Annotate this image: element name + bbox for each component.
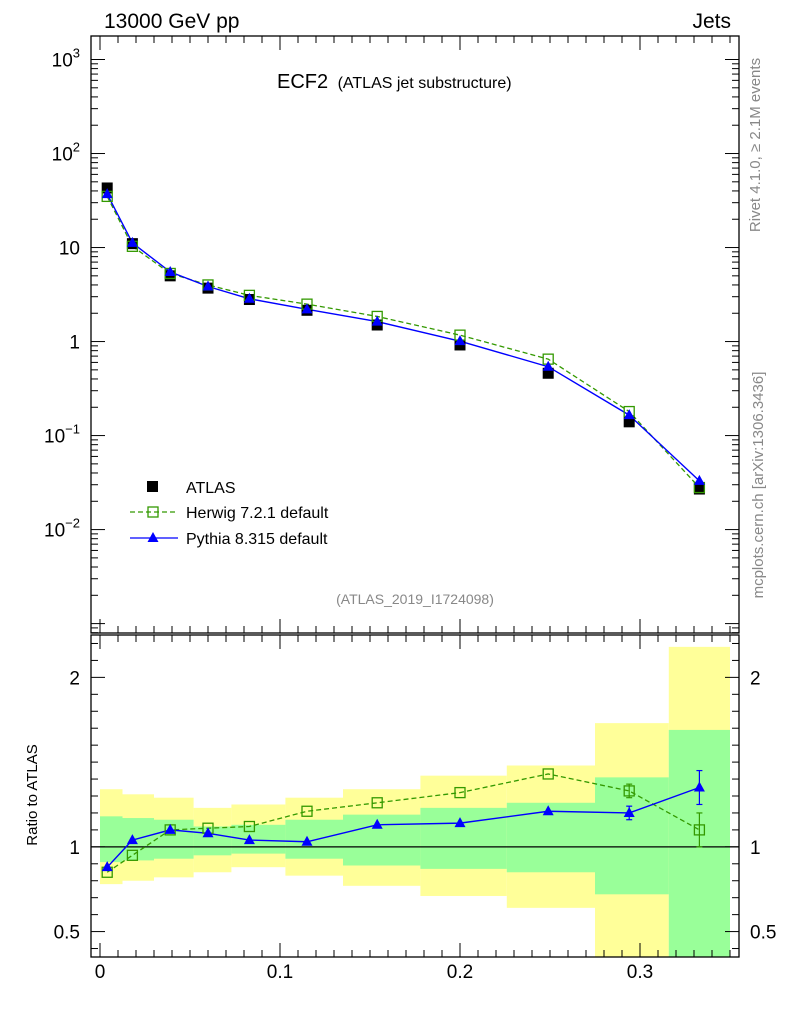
ratio-ytick-label-right-1: 1: [750, 838, 761, 859]
ratio-pythia-point-0: [101, 861, 113, 872]
legend-pythia-marker: [147, 532, 159, 542]
legend-pythia-label: Pythia 8.315 default: [186, 531, 328, 548]
ratio-pythia-point-9: [623, 806, 635, 817]
main-pythia-point-4: [243, 292, 255, 303]
ratio-pythia-point-3: [202, 827, 214, 838]
main-ytick-exponent: 3: [73, 46, 80, 61]
ratio-pythia-point-10: [693, 781, 705, 792]
main-ytick-base: 10: [44, 521, 65, 542]
plot-title-sub: (ATLAS jet substructure): [338, 75, 512, 92]
legend-herwig-marker: [147, 506, 159, 518]
ratio-herwig-point-9: [623, 785, 635, 797]
ratio-green-band-5: [285, 819, 343, 859]
plot-title: ECF2 (ATLAS jet substructure): [277, 71, 512, 93]
main-ytick-label-3: 1: [69, 333, 80, 354]
ratio-green-band-9: [595, 777, 669, 895]
ratio-green-band-4: [231, 824, 286, 854]
main-ytick-base: 10: [52, 145, 73, 166]
main-pythia-point-8: [542, 360, 554, 371]
ratio-ytick-label-left-2: 2: [69, 668, 80, 689]
main-ytick-label-0: 103: [52, 46, 80, 72]
xtick-label-2: 0.2: [447, 962, 473, 983]
main-ytick-base: 10: [44, 427, 65, 448]
main-pythia-point-0: [101, 188, 113, 199]
header-energy: 13000 GeV pp: [104, 10, 239, 33]
legend-herwig-label: Herwig 7.2.1 default: [186, 505, 329, 522]
analysis-id: (ATLAS_2019_I1724098): [336, 591, 494, 607]
ratio-pythia-point-8: [542, 805, 554, 816]
ratio-herwig-point-1: [126, 849, 139, 861]
ratio-green-band-6: [343, 814, 421, 866]
main-ytick-label-2: 10: [59, 239, 80, 260]
ratio-bands-layer: [91, 646, 739, 957]
ratio-ytick-label-left-0: 0.5: [54, 923, 80, 944]
main-ytick-label-1: 102: [52, 140, 80, 166]
main-pythia-point-5: [301, 303, 313, 314]
main-pythia-point-3: [202, 280, 214, 291]
main-ytick-exponent: 2: [73, 140, 80, 155]
header-process: Jets: [692, 10, 731, 33]
main-ytick-label-5: 10−2: [44, 516, 80, 542]
ratio-herwig-point-5: [301, 805, 313, 817]
xtick-label-0: 0: [95, 962, 106, 983]
xtick-label-3: 0.3: [627, 962, 653, 983]
main-pythia-point-10: [693, 474, 705, 485]
xtick-label-1: 0.1: [267, 962, 293, 983]
ratio-ytick-label-right-2: 2: [750, 668, 761, 689]
main-herwig-line: [106, 196, 700, 488]
ratio-ytick-label-left-1: 1: [69, 838, 80, 859]
ratio-pythia-point-4: [243, 834, 255, 845]
main-series-layer: [101, 182, 706, 495]
ratio-pythia-point-2: [164, 823, 176, 834]
main-atlas-point-10: [693, 483, 705, 495]
ratio-axis-label: Ratio to ATLAS: [24, 744, 41, 845]
main-ytick-exponent: −2: [65, 516, 80, 531]
ratio-pythia-point-5: [301, 835, 313, 846]
ratio-green-band-2: [154, 819, 194, 859]
main-pythia-point-7: [454, 335, 466, 346]
ratio-herwig-point-8: [542, 768, 554, 780]
main-pythia-point-1: [126, 236, 138, 247]
main-pythia-point-2: [164, 265, 176, 276]
main-atlas-point-9: [623, 416, 635, 428]
legend: ATLAS Herwig 7.2.1 default Pythia 8.315 …: [130, 480, 329, 548]
ratio-herwig-point-10: [693, 824, 706, 836]
main-panel-frame: [90, 35, 740, 634]
ratio-pythia-point-6: [371, 818, 383, 829]
ratio-herwig-line: [106, 773, 700, 873]
legend-atlas-label: ATLAS: [186, 480, 236, 497]
legend-atlas-marker: [147, 481, 158, 492]
ratio-herwig-point-4: [243, 820, 256, 833]
main-pythia-line: [106, 193, 700, 482]
main-pythia-point-6: [371, 315, 383, 326]
main-ytick-exponent: −1: [65, 422, 80, 437]
side-events-label: Rivet 4.1.0, ≥ 2.1M events: [747, 58, 764, 232]
ratio-green-band-7: [420, 807, 507, 869]
main-ytick-base: 10: [52, 51, 73, 72]
ratio-pythia-point-1: [126, 834, 138, 845]
main-atlas-point-0: [101, 182, 113, 194]
side-site-label: mcplots.cern.ch [arXiv:1306.3436]: [750, 372, 767, 599]
main-ytick-base: 10: [59, 239, 80, 260]
ratio-ticks-layer: 0 0.1 0.2 0.3 0.5 0.5 1 1 2 2: [54, 36, 776, 983]
main-ytick-label-4: 10−1: [44, 422, 80, 448]
main-pythia-point-9: [623, 409, 635, 420]
ratio-herwig-point-6: [371, 797, 383, 809]
plot-title-main: ECF2: [277, 71, 328, 93]
ratio-ytick-label-right-0: 0.5: [750, 923, 776, 944]
main-ytick-base: 1: [69, 333, 80, 354]
ratio-herwig-point-7: [454, 786, 466, 799]
ratio-series-layer: [101, 768, 706, 878]
ratio-pythia-point-7: [454, 817, 466, 828]
ratio-green-band-0: [100, 816, 123, 863]
main-atlas-point-8: [542, 367, 554, 379]
